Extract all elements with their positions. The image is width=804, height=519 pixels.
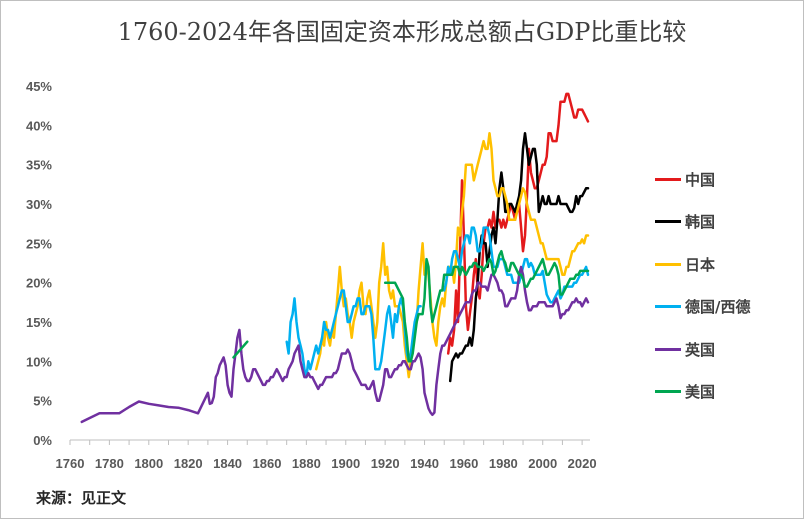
legend-item: 日本 <box>655 243 750 286</box>
series-line <box>80 265 590 424</box>
series-line <box>285 226 590 379</box>
y-tick-label: 35% <box>26 158 52 173</box>
legend-item: 美国 <box>655 371 750 414</box>
x-tick-label: 1920 <box>371 456 400 471</box>
legend-label: 中国 <box>685 170 716 189</box>
legend-swatch <box>655 262 681 266</box>
legend-item: 德国/西德 <box>655 286 750 329</box>
legend-swatch <box>655 220 681 224</box>
y-tick-label: 5% <box>33 394 52 409</box>
legend-item: 中国 <box>655 158 750 201</box>
x-tick-label: 1780 <box>95 456 124 471</box>
series-line <box>446 92 590 355</box>
legend-label: 日本 <box>685 255 716 274</box>
x-tick-label: 1760 <box>56 456 85 471</box>
y-tick-label: 45% <box>26 79 52 94</box>
y-axis: 0% 5% 10% 15% 20% 25% 30% 35% 40% 45% <box>26 79 52 448</box>
legend-swatch <box>655 305 681 309</box>
y-tick-label: 15% <box>26 315 52 330</box>
x-tick-label: 2020 <box>568 456 597 471</box>
legend-label: 韩国 <box>685 213 716 232</box>
y-tick-label: 40% <box>26 118 52 133</box>
y-tick-label: 10% <box>26 354 52 369</box>
legend-item: 英国 <box>655 328 750 371</box>
x-tick-label: 1960 <box>449 456 478 471</box>
x-axis: 1760 1780 1800 1820 1840 1860 1880 1900 1920 1940… <box>56 439 597 471</box>
x-tick-label: 1880 <box>292 456 321 471</box>
x-tick-label: 1980 <box>489 456 518 471</box>
y-tick-label: 0% <box>33 433 52 448</box>
chart-title: 1760-2024年各国固定资本形成总额占GDP比重比较 <box>117 18 687 46</box>
legend-label: 英国 <box>685 340 716 359</box>
series-lines <box>80 92 590 424</box>
y-tick-label: 25% <box>26 236 52 251</box>
y-tick-label: 20% <box>26 276 52 291</box>
legend: 中国韩国日本德国/西德英国美国 <box>655 158 750 413</box>
x-tick-label: 1840 <box>213 456 242 471</box>
series-line <box>448 131 590 383</box>
x-tick-label: 1940 <box>410 456 439 471</box>
series-line <box>232 249 590 363</box>
legend-label: 美国 <box>685 383 716 402</box>
y-tick-label: 30% <box>26 197 52 212</box>
legend-swatch <box>655 390 681 394</box>
source-note: 来源：见正文 <box>36 489 127 507</box>
x-tick-label: 1900 <box>331 456 360 471</box>
legend-label: 德国/西德 <box>685 298 751 317</box>
x-tick-label: 1800 <box>134 456 163 471</box>
legend-swatch <box>655 177 681 181</box>
x-tick-label: 2000 <box>528 456 557 471</box>
x-tick-label: 1860 <box>253 456 282 471</box>
x-tick-label: 1820 <box>174 456 203 471</box>
legend-swatch <box>655 347 681 351</box>
legend-item: 韩国 <box>655 201 750 244</box>
